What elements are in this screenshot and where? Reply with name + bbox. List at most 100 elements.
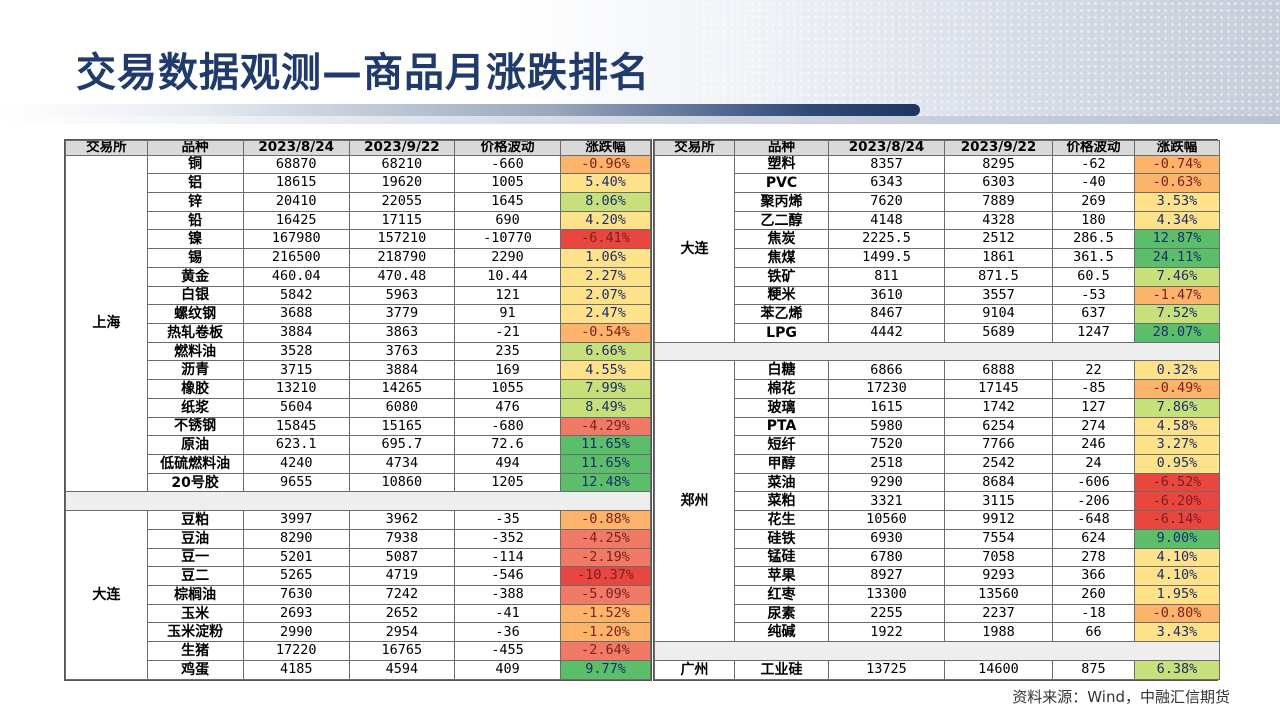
table-row: LPG 4442 5689 1247 28.07%: [655, 322, 1220, 343]
right-header-row: 交易所 品种 2023/8/24 2023/9/22 价格波动 涨跌幅: [654, 140, 1220, 156]
col-header-date1: 2023/8/24: [242, 140, 350, 156]
price-change-cell: 476: [453, 397, 562, 418]
price-date1-cell: 4185: [242, 659, 350, 681]
variety-cell: 纸浆: [146, 397, 244, 418]
pct-change-cell: 5.40%: [560, 173, 651, 193]
pct-change-cell: -4.25%: [560, 528, 651, 549]
col-header-pct-change: 涨跌幅: [560, 140, 651, 156]
table-row: 菜粕 3321 3115 -206 -6.20%: [655, 491, 1220, 512]
price-change-cell: 624: [1052, 528, 1135, 549]
right-ranking-table: 交易所 品种 2023/8/24 2023/9/22 价格波动 涨跌幅 大连 塑料…: [653, 139, 1220, 681]
pct-change-cell: 8.06%: [560, 191, 651, 212]
variety-cell: 短纤: [734, 435, 829, 455]
exchange-cell: 广州: [654, 659, 735, 681]
table-row: 苹果 8927 9293 366 4.10%: [655, 566, 1220, 587]
price-date2-cell: 5689: [944, 322, 1053, 343]
page-title: 交易数据观测—商品月涨跌排名: [76, 50, 650, 96]
price-change-cell: -680: [453, 416, 562, 437]
variety-cell: 玻璃: [734, 397, 829, 418]
variety-cell: 硅铁: [734, 528, 829, 549]
price-date1-cell: 17230: [828, 379, 945, 399]
price-date1-cell: 20410: [242, 191, 350, 212]
pct-change-cell: -4.29%: [560, 416, 651, 437]
col-header-variety: 品种: [146, 140, 244, 156]
price-date2-cell: 14265: [348, 379, 455, 399]
table-row: 豆二 5265 4719 -546 -10.37%: [66, 566, 651, 587]
col-header-price-change: 价格波动: [453, 140, 562, 156]
table-row: 锰硅 6780 7058 278 4.10%: [655, 547, 1220, 568]
pct-change-cell: 9.77%: [560, 659, 651, 681]
price-change-cell: 1645: [453, 191, 562, 212]
table-row: 鸡蛋 4185 4594 409 9.77%: [66, 659, 651, 681]
price-date2-cell: 3884: [348, 360, 455, 381]
variety-cell: 豆油: [146, 528, 244, 549]
table-row: 玉米淀粉 2990 2954 -36 -1.20%: [66, 622, 651, 643]
table-row: 橡胶 13210 14265 1055 7.99%: [66, 379, 651, 399]
table-row: 热轧卷板 3884 3863 -21 -0.54%: [66, 322, 651, 343]
pct-change-cell: -0.96%: [560, 154, 651, 175]
price-date2-cell: 1988: [944, 622, 1053, 643]
pct-change-cell: 2.27%: [560, 266, 651, 287]
variety-cell: 豆一: [146, 547, 244, 568]
price-date1-cell: 4442: [828, 322, 945, 343]
pct-change-cell: 0.95%: [1134, 454, 1220, 474]
variety-cell: 工业硅: [734, 659, 829, 681]
separator-cell: [65, 491, 651, 512]
separator-row: [65, 491, 651, 512]
price-change-cell: 1055: [453, 379, 562, 399]
variety-cell: 螺纹钢: [146, 304, 244, 324]
pct-change-cell: 4.34%: [1134, 210, 1220, 231]
price-date1-cell: 18615: [242, 173, 350, 193]
variety-cell: 原油: [146, 435, 244, 455]
price-change-cell: 1247: [1052, 322, 1135, 343]
table-row: 花生 10560 9912 -648 -6.14%: [655, 510, 1220, 530]
variety-cell: PTA: [734, 416, 829, 437]
table-row: 苯乙烯 8467 9104 637 7.52%: [655, 304, 1220, 324]
price-date1-cell: 7620: [828, 191, 945, 212]
price-date1-cell: 16425: [242, 210, 350, 231]
price-date2-cell: 5087: [348, 547, 455, 568]
left-header-row: 交易所 品种 2023/8/24 2023/9/22 价格波动 涨跌幅: [65, 140, 651, 156]
price-change-cell: 2290: [453, 248, 562, 268]
variety-cell: 聚丙烯: [734, 191, 829, 212]
price-date2-cell: 218790: [348, 248, 455, 268]
variety-cell: 低硫燃料油: [146, 454, 244, 474]
price-date1-cell: 13725: [828, 659, 945, 681]
source-note: 资料来源：Wind，中融汇信期货: [1012, 688, 1230, 706]
price-change-cell: -18: [1052, 603, 1135, 624]
variety-cell: 铁矿: [734, 266, 829, 287]
pct-change-cell: 11.65%: [560, 435, 651, 455]
table-row: 黄金 460.04 470.48 10.44 2.27%: [66, 266, 651, 287]
pct-change-cell: -0.80%: [1134, 603, 1220, 624]
variety-cell: 玉米: [146, 603, 244, 624]
price-date2-cell: 13560: [944, 585, 1053, 605]
price-change-cell: 91: [453, 304, 562, 324]
price-date1-cell: 15845: [242, 416, 350, 437]
price-date1-cell: 3715: [242, 360, 350, 381]
variety-cell: 沥青: [146, 360, 244, 381]
left-table: 交易所 品种 2023/8/24 2023/9/22 价格波动 涨跌幅 上海铜 6…: [65, 140, 651, 681]
pct-change-cell: 0.32%: [1134, 360, 1220, 381]
table-row: 螺纹钢 3688 3779 91 2.47%: [66, 304, 651, 324]
price-date1-cell: 6866: [828, 360, 945, 381]
variety-cell: 铅: [146, 210, 244, 231]
table-row: 豆一 5201 5087 -114 -2.19%: [66, 547, 651, 568]
price-date1-cell: 8467: [828, 304, 945, 324]
price-date1-cell: 10560: [828, 510, 945, 530]
price-date1-cell: 6780: [828, 547, 945, 568]
separator-row: [654, 341, 1220, 362]
price-date2-cell: 871.5: [944, 266, 1053, 287]
table-row: 焦煤 1499.5 1861 361.5 24.11%: [655, 248, 1220, 268]
price-date2-cell: 14600: [944, 659, 1053, 681]
variety-cell: 橡胶: [146, 379, 244, 399]
price-date1-cell: 6343: [828, 173, 945, 193]
price-change-cell: 875: [1052, 659, 1135, 681]
price-change-cell: 260: [1052, 585, 1135, 605]
price-date2-cell: 17115: [348, 210, 455, 231]
price-date2-cell: 22055: [348, 191, 455, 212]
price-date2-cell: 3115: [944, 491, 1053, 512]
pct-change-cell: 7.52%: [1134, 304, 1220, 324]
price-change-cell: -606: [1052, 472, 1135, 493]
price-change-cell: -546: [453, 566, 562, 587]
price-change-cell: 690: [453, 210, 562, 231]
